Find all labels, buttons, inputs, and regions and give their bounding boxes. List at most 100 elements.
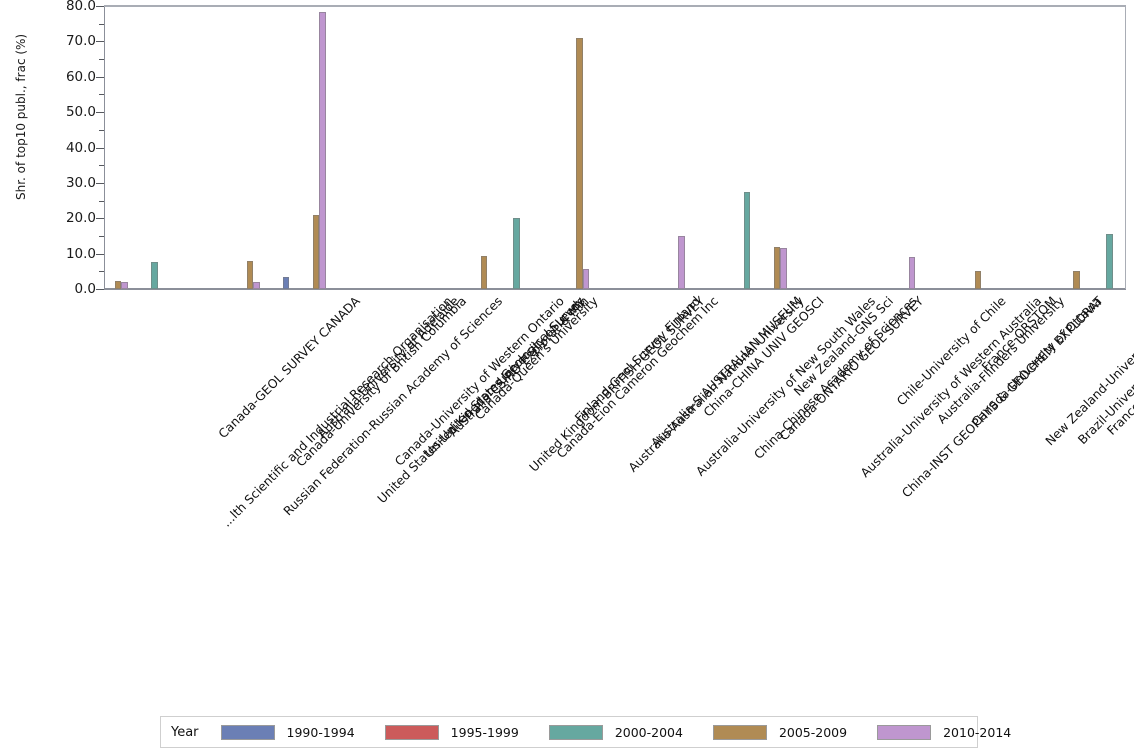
y-axis-title: Shr. of top10 publ., frac (%) xyxy=(14,33,28,200)
x-tick-label: Canada-Queen's University xyxy=(472,294,601,423)
bar[interactable] xyxy=(246,261,254,289)
legend-label: 2000-2004 xyxy=(614,724,683,740)
y-tick-label: 20.0 xyxy=(65,210,96,227)
legend-items: 1990-1994 1995-1999 2000-2004 2005-2009 2010… xyxy=(220,724,1042,740)
y-tick-major xyxy=(96,253,104,255)
y-tick-label: 30.0 xyxy=(65,174,96,191)
bar[interactable] xyxy=(582,269,590,289)
y-tick-label: 70.0 xyxy=(65,33,96,50)
bar[interactable] xyxy=(480,256,487,289)
plot-right-border xyxy=(1125,6,1126,289)
y-axis-line xyxy=(104,6,105,289)
legend-item[interactable]: 1995-1999 xyxy=(384,724,519,740)
plot-top-border xyxy=(104,5,1126,7)
legend-label: 1990-1994 xyxy=(286,724,355,740)
legend-swatch xyxy=(712,724,767,740)
y-tick-minor xyxy=(99,23,104,25)
x-tick-label: Australia-University of New South Wales xyxy=(692,294,878,479)
bar[interactable] xyxy=(974,271,982,289)
y-tick-major xyxy=(96,41,104,43)
y-tick-minor xyxy=(99,59,104,61)
bar[interactable] xyxy=(513,218,520,289)
bar[interactable] xyxy=(576,37,583,289)
y-tick-label: 40.0 xyxy=(65,139,96,156)
legend-swatch xyxy=(877,724,932,740)
x-tick-label: Australia-University of Adelaide xyxy=(314,294,462,441)
bar[interactable] xyxy=(312,215,320,289)
x-tick-label: Australia-CSIRO Explorat & Min xyxy=(446,294,592,440)
legend-swatch xyxy=(384,724,439,740)
legend-label: 1995-1999 xyxy=(450,724,519,740)
y-tick-minor xyxy=(99,235,104,237)
legend-item[interactable]: 2000-2004 xyxy=(548,724,683,740)
bar[interactable] xyxy=(114,281,122,289)
x-tick-label: Australia-University of Western Australi… xyxy=(858,294,1045,481)
x-tick-label: Australia-S AUSTRALIAN MUSEUM xyxy=(648,294,804,450)
y-tick-minor xyxy=(99,271,104,273)
bar[interactable] xyxy=(908,257,916,289)
y-tick-major xyxy=(96,6,104,7)
y-tick-minor xyxy=(99,200,104,202)
x-tick-label: Russian Federation-Russian Academy of Sc… xyxy=(281,294,506,519)
x-tick-label: Canada-GEOL SURVEY CANADA xyxy=(216,294,364,442)
y-tick-major xyxy=(96,289,104,290)
x-tick-label: France-ORSTOM xyxy=(978,294,1060,375)
y-tick-major xyxy=(96,182,104,184)
bar[interactable] xyxy=(151,261,158,289)
x-tick-label: Finland-Geol Survey Finland xyxy=(571,294,703,426)
bar[interactable] xyxy=(319,12,326,289)
x-tick-label: United States-United States Geological S… xyxy=(374,294,588,507)
x-tick-label: New Zealand-GNS Sci xyxy=(791,294,897,399)
y-tick-label: 50.0 xyxy=(65,104,96,121)
bar[interactable] xyxy=(282,277,290,289)
y-tick-label: 80.0 xyxy=(65,0,96,14)
x-tick-label: Australia-Australian National University xyxy=(625,294,807,475)
bar[interactable] xyxy=(678,235,685,289)
y-tick-label: 60.0 xyxy=(65,68,96,85)
bar[interactable] xyxy=(743,192,751,289)
x-tick-label: China-CHINA UNIV GEOSCI xyxy=(701,294,828,420)
legend-label: 2010-2014 xyxy=(943,724,1012,740)
y-tick-label: 0.0 xyxy=(74,281,96,297)
x-tick-label: Canada-University of Ottawa xyxy=(968,294,1105,430)
x-tick-label: Canada-Eion Cameron Geochem Inc xyxy=(553,294,721,461)
bar[interactable] xyxy=(1106,233,1113,289)
y-tick-major xyxy=(96,147,104,149)
x-tick-label: ...lth Scientific and Industrial Researc… xyxy=(219,294,456,530)
bar[interactable] xyxy=(253,282,260,289)
x-tick-label: Brazil-Universidade de São Paulo xyxy=(1075,294,1134,448)
bars-layer xyxy=(105,6,1126,289)
y-tick-minor xyxy=(99,129,104,131)
legend-item[interactable]: 2010-2014 xyxy=(877,724,1012,740)
x-tick-label: United Kingdom-BRITISH GEOL SURVEY xyxy=(526,294,708,475)
bar[interactable] xyxy=(780,248,787,289)
x-tick-label: Canada-ONTARIO GEOL SURVEY xyxy=(777,294,927,444)
x-tick-label: China-Chinese Academy of Sciences xyxy=(751,294,920,462)
x-tick-label: New Zealand-University of Otago xyxy=(1042,294,1134,449)
bar[interactable] xyxy=(773,246,781,289)
legend-item[interactable]: 1990-1994 xyxy=(220,724,355,740)
x-tick-label: United Kingdom-University of Leeds xyxy=(421,294,588,461)
y-tick-label: 10.0 xyxy=(65,245,96,262)
y-tick-minor xyxy=(99,94,104,96)
x-axis-line xyxy=(104,288,1126,290)
legend: Year 1990-1994 1995-1999 2000-2004 2005-200… xyxy=(160,716,1011,748)
legend-item[interactable]: 2005-2009 xyxy=(712,724,848,740)
x-tick-label: Australia-Flinders University xyxy=(934,294,1068,427)
x-tick-label: Canada-University of British Columbia xyxy=(293,294,470,470)
y-tick-major xyxy=(96,112,104,114)
y-tick-major xyxy=(96,76,104,78)
x-tick-label: Chile-University of Chile xyxy=(894,294,1009,409)
y-tick-major xyxy=(96,218,104,220)
bar[interactable] xyxy=(1073,271,1080,289)
legend-swatch xyxy=(220,724,275,740)
bar[interactable] xyxy=(121,281,128,289)
x-tick-label: Canada-University of Western Ontario xyxy=(392,294,568,469)
legend-swatch xyxy=(548,724,603,740)
x-tick-label: France-Aix-Marseille University xyxy=(1104,294,1134,438)
y-tick-minor xyxy=(99,165,104,167)
legend-label: 2005-2009 xyxy=(778,724,848,740)
legend-title: Year xyxy=(171,724,199,740)
x-tick-label: China-INST GEOPHYS & GEOCHEM EXPLORAT xyxy=(899,294,1106,501)
